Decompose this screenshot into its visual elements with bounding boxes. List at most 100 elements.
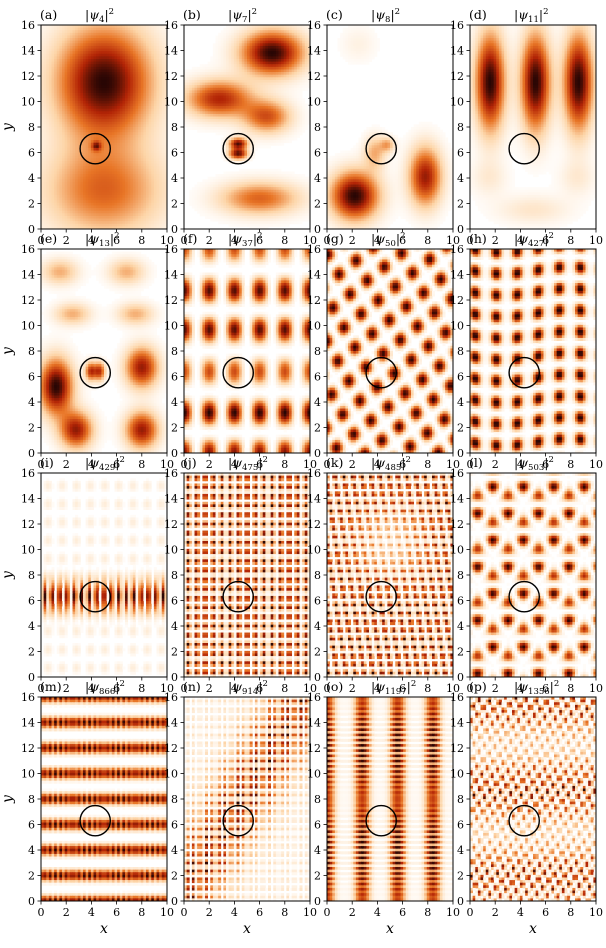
heatmap-cell <box>279 56 282 59</box>
heatmap-cell <box>96 195 99 198</box>
heatmap-cell <box>73 219 76 222</box>
heatmap-cell <box>297 96 300 99</box>
heatmap-cell <box>286 38 289 41</box>
heatmap-cell <box>151 211 154 214</box>
heatmap-cell <box>120 80 123 83</box>
heatmap-cell <box>149 56 152 59</box>
heatmap-cell <box>244 43 247 46</box>
heatmap-cell <box>122 43 125 46</box>
heatmap-cell <box>117 200 120 203</box>
heatmap-cell <box>88 54 91 57</box>
heatmap-cell <box>57 166 60 169</box>
heatmap-cell <box>273 46 276 49</box>
heatmap-cell <box>279 67 282 70</box>
heatmap-cell <box>136 148 139 151</box>
heatmap-cell <box>146 43 149 46</box>
power-exponent: 2 <box>109 7 114 17</box>
heatmap-cell <box>99 75 102 78</box>
heatmap-cell <box>133 33 136 36</box>
heatmap-cell <box>205 80 208 83</box>
heatmap-cell <box>70 114 73 117</box>
heatmap-cell <box>263 30 266 33</box>
heatmap-cell <box>159 158 162 161</box>
heatmap-cell <box>255 62 258 65</box>
heatmap-cell <box>99 190 102 193</box>
heatmap-cell <box>112 106 115 109</box>
heatmap-cell <box>149 158 152 161</box>
heatmap-cell <box>122 195 125 198</box>
heatmap-cell <box>141 85 144 88</box>
heatmap-cell <box>263 88 266 91</box>
heatmap-cell <box>136 182 139 185</box>
heatmap-cell <box>162 140 165 143</box>
heatmap-cell <box>96 35 99 38</box>
heatmap-cell <box>151 75 154 78</box>
heatmap-cell <box>125 117 128 120</box>
heatmap-cell <box>197 75 200 78</box>
heatmap-cell <box>157 30 160 33</box>
heatmap-cell <box>218 46 221 49</box>
heatmap-cell <box>229 75 232 78</box>
heatmap-cell <box>159 106 162 109</box>
heatmap-cell <box>109 38 112 41</box>
heatmap-cell <box>133 85 136 88</box>
heatmap-cell <box>59 106 62 109</box>
heatmap-cell <box>133 187 136 190</box>
heatmap-cell <box>195 96 198 99</box>
heatmap-cell <box>265 77 268 80</box>
heatmap-cell <box>91 54 94 57</box>
heatmap-cell <box>73 30 76 33</box>
heatmap-cell <box>117 164 120 167</box>
heatmap-cell <box>250 75 253 78</box>
heatmap-cell <box>70 132 73 135</box>
heatmap-cell <box>109 98 112 101</box>
heatmap-cell <box>99 156 102 159</box>
heatmap-cell <box>49 187 52 190</box>
heatmap-cell <box>44 190 47 193</box>
heatmap-cell <box>159 174 162 177</box>
heatmap-cell <box>101 64 104 67</box>
heatmap-cell <box>57 117 60 120</box>
heatmap-cell <box>59 64 62 67</box>
heatmap-cell <box>286 96 289 99</box>
heatmap-cell <box>88 216 91 219</box>
heatmap-cell <box>143 148 146 151</box>
heatmap-cell <box>151 43 154 46</box>
heatmap-cell <box>91 96 94 99</box>
heatmap-cell <box>154 221 157 224</box>
heatmap-cell <box>115 30 118 33</box>
heatmap-cell <box>284 30 287 33</box>
heatmap-cell <box>117 132 120 135</box>
heatmap-cell <box>130 190 133 193</box>
heatmap-cell <box>216 69 219 72</box>
heatmap-cell <box>210 69 213 72</box>
heatmap-cell <box>128 203 131 206</box>
heatmap-cell <box>75 35 78 38</box>
heatmap-cell <box>67 169 70 172</box>
heatmap-cell <box>223 30 226 33</box>
heatmap-cell <box>70 161 73 164</box>
heatmap-cell <box>96 103 99 106</box>
heatmap-cell <box>101 38 104 41</box>
heatmap-cell <box>109 72 112 75</box>
heatmap-cell <box>78 192 81 195</box>
heatmap-cell <box>157 177 160 180</box>
heatmap-cell <box>154 62 157 65</box>
heatmap-cell <box>44 43 47 46</box>
heatmap-cell <box>112 122 115 125</box>
heatmap-cell <box>122 153 125 156</box>
heatmap-cell <box>250 41 253 44</box>
heatmap-cell <box>46 72 49 75</box>
heatmap-cell <box>44 182 47 185</box>
heatmap-cell <box>133 208 136 211</box>
heatmap-cell <box>96 145 99 148</box>
heatmap-cell <box>297 46 300 49</box>
heatmap-cell <box>189 98 192 101</box>
heatmap-cell <box>75 62 78 65</box>
heatmap-cell <box>128 200 131 203</box>
heatmap-cell <box>109 158 112 161</box>
heatmap-cell <box>65 135 68 138</box>
heatmap-cell <box>159 117 162 120</box>
heatmap-cell <box>73 77 76 80</box>
heatmap-cell <box>143 192 146 195</box>
